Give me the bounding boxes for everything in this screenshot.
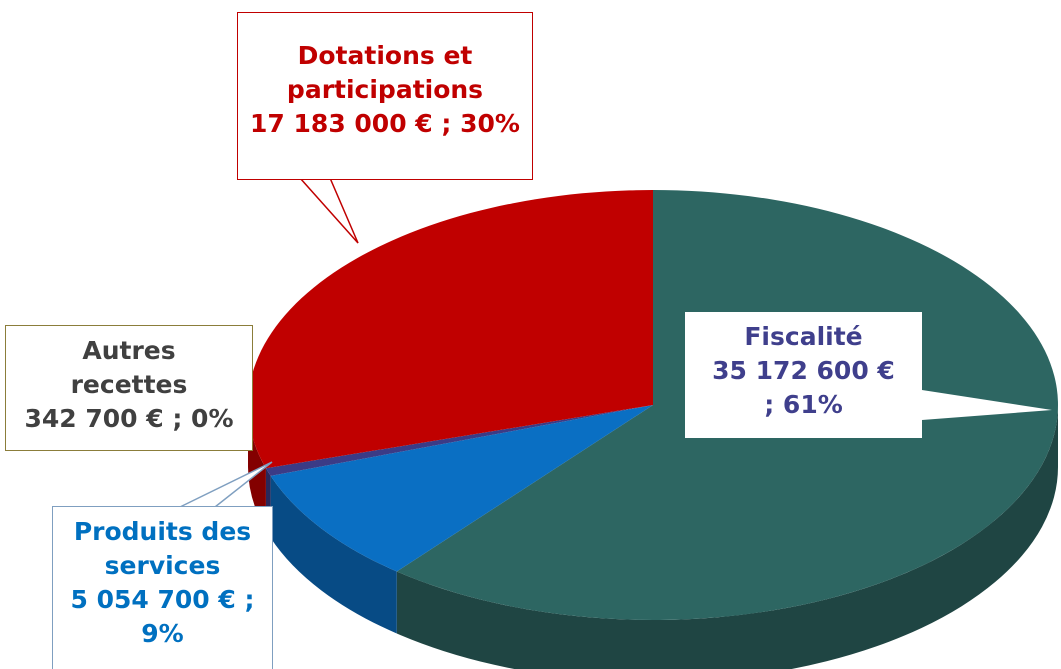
callout <box>298 177 359 244</box>
value-label: 5 054 700 € ; 9% <box>70 585 255 648</box>
label-box: Fiscalité 35 172 600 € ; 61% <box>685 312 922 438</box>
label-box: Produits des services 5 054 700 € ; 9% <box>52 506 273 669</box>
label-box: Autres recettes 342 700 € ; 0% <box>5 325 253 451</box>
pie-slice <box>247 190 653 469</box>
pie-side <box>270 475 397 634</box>
value-label: 17 183 000 € ; 30% <box>250 109 520 138</box>
value-label: 35 172 600 € ; 61% <box>712 356 895 419</box>
pie-slice <box>265 405 653 476</box>
pie-side <box>396 405 1058 669</box>
label-box: Dotations et participations 17 183 000 €… <box>237 12 533 180</box>
callout <box>922 390 1052 420</box>
category-label: Fiscalité <box>744 322 863 351</box>
pie-slice <box>270 405 653 572</box>
category-label: Dotations et participations <box>286 41 484 104</box>
category-label: Autres recettes <box>70 336 188 399</box>
pie-side <box>248 405 266 531</box>
value-label: 342 700 € ; 0% <box>24 404 234 433</box>
category-label: Produits des services <box>73 517 252 580</box>
